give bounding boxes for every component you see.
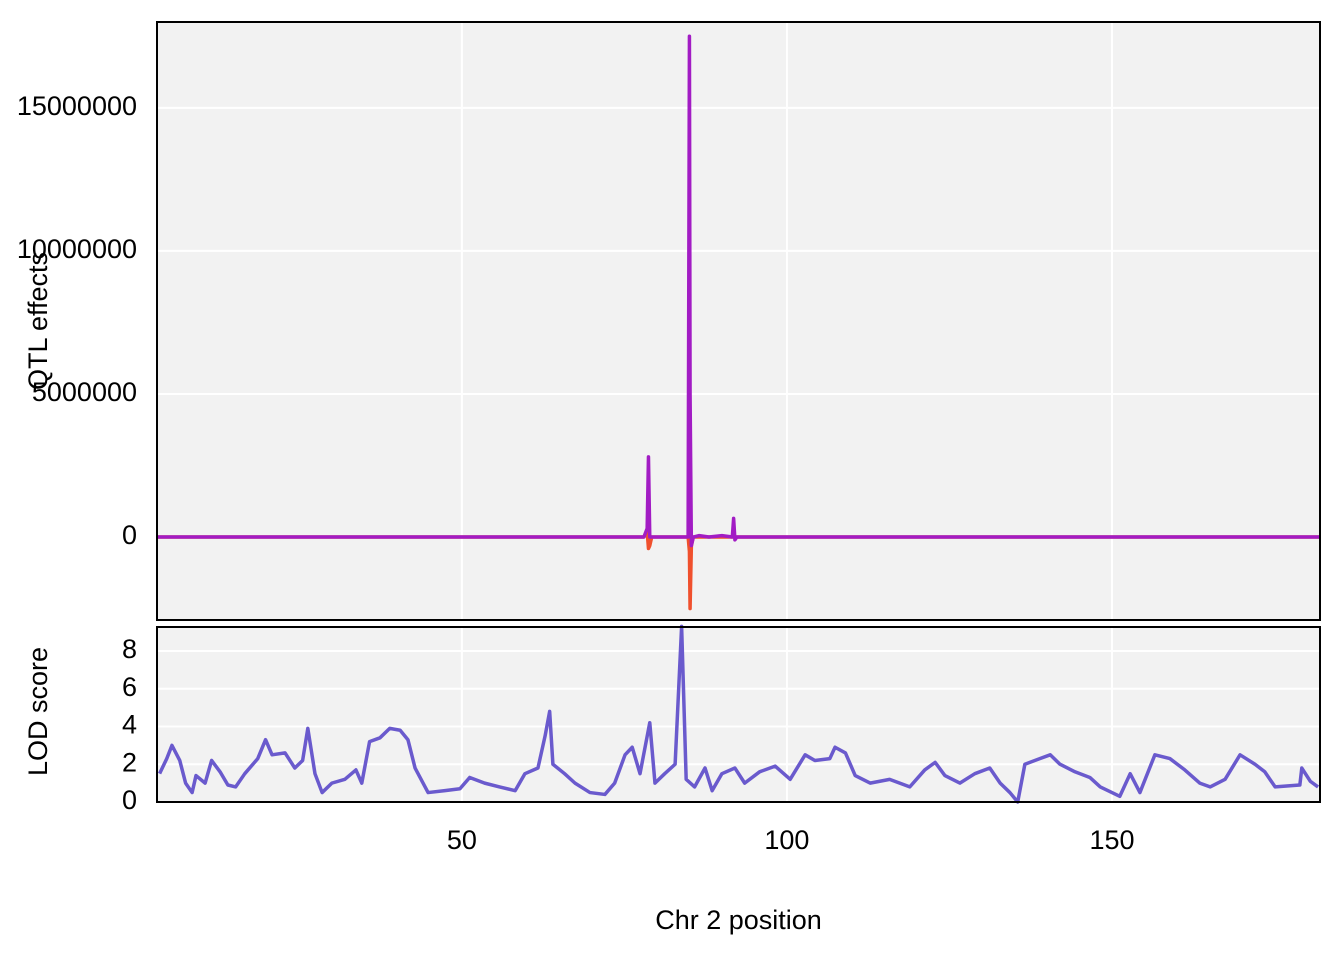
plot-background xyxy=(157,22,1320,620)
plot-border xyxy=(156,21,1321,621)
y-tick-label: 4 xyxy=(122,710,137,740)
y-tick-label: 10000000 xyxy=(17,234,137,264)
x-axis-label: Chr 2 position xyxy=(655,905,822,935)
x-tick-label: 150 xyxy=(1089,825,1134,855)
y-axis-label: LOD score xyxy=(23,647,53,776)
line xyxy=(158,624,1320,804)
y-tick-label: 2 xyxy=(122,747,137,777)
y-tick-label: 15000000 xyxy=(17,91,137,121)
plot-border xyxy=(156,626,1321,803)
y-axis-label: QTL effects xyxy=(23,252,53,390)
x-tick-label: 100 xyxy=(764,825,809,855)
y-tick-label: 5000000 xyxy=(32,377,137,407)
y-tick-label: 8 xyxy=(122,634,137,664)
y-tick-label: 0 xyxy=(122,785,137,815)
x-tick-label: 50 xyxy=(447,825,477,855)
line xyxy=(157,34,1320,548)
y-tick-label: 6 xyxy=(122,672,137,702)
y-tick-label: 0 xyxy=(122,520,137,550)
